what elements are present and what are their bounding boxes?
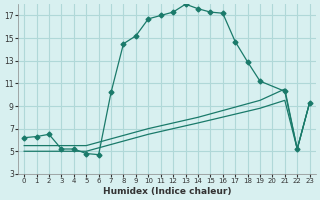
X-axis label: Humidex (Indice chaleur): Humidex (Indice chaleur) xyxy=(103,187,231,196)
